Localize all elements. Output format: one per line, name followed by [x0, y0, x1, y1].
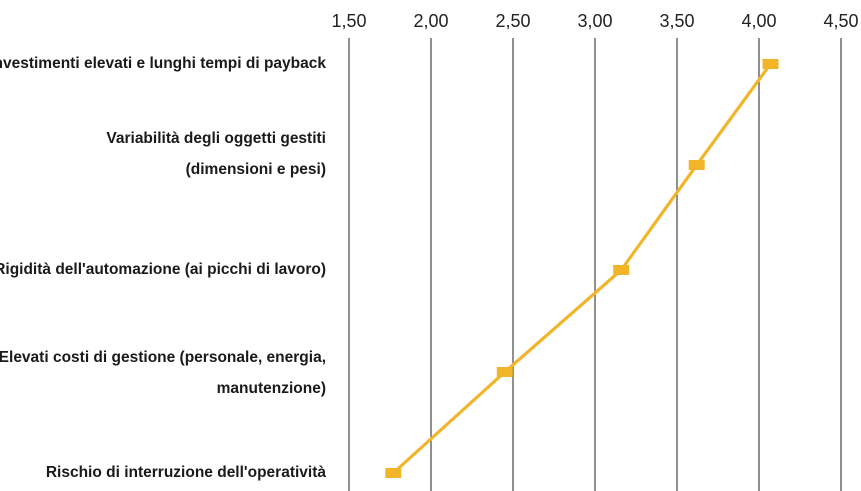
- data-point-marker: [496, 367, 513, 377]
- data-point-marker: [613, 265, 630, 275]
- x-tick-label: 4,50: [823, 11, 858, 31]
- series-path: [392, 63, 772, 475]
- x-tick-label: 4,00: [741, 11, 776, 31]
- data-point-marker: [688, 160, 705, 170]
- data-point-marker: [762, 59, 779, 69]
- category-label: Rischio di interruzione dell'operatività: [46, 464, 327, 481]
- category-label: (dimensioni e pesi): [186, 161, 326, 178]
- series-line: [385, 59, 779, 478]
- x-tick-label: 2,00: [413, 11, 448, 31]
- data-point-marker: [385, 468, 402, 478]
- x-tick-label: 3,50: [659, 11, 694, 31]
- category-labels: Investimenti elevati e lunghi tempi di p…: [0, 55, 326, 481]
- x-axis-ticks: 1,50 2,00 2,50 3,00 3,50 4,00 4,50: [331, 11, 858, 31]
- category-label: Elevati costi di gestione (personale, en…: [0, 349, 326, 366]
- category-label: Variabilità degli oggetti gestiti: [106, 130, 326, 147]
- grid-lines: [348, 38, 842, 491]
- x-tick-label: 3,00: [577, 11, 612, 31]
- category-label: Rigidità dell'automazione (ai picchi di …: [0, 261, 326, 278]
- x-tick-label: 2,50: [495, 11, 530, 31]
- category-label: manutenzione): [217, 380, 326, 397]
- x-tick-label: 1,50: [331, 11, 366, 31]
- category-label: Investimenti elevati e lunghi tempi di p…: [0, 55, 326, 72]
